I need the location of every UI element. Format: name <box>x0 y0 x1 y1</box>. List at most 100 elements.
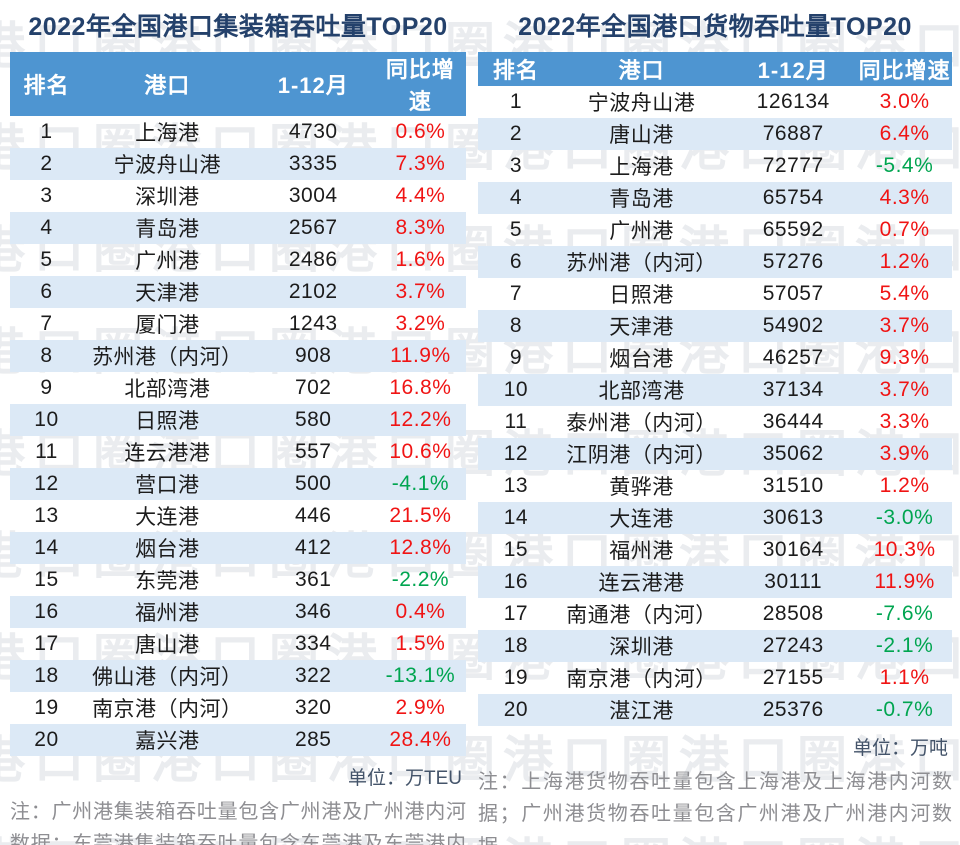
rank-cell: 12 <box>34 472 59 495</box>
growth-cell: 12.2% <box>389 408 452 431</box>
port-cell: 烟台港 <box>609 348 674 371</box>
table-row: 18 深圳港 27243 -2.1% <box>478 630 952 662</box>
rank-cell: 16 <box>34 600 59 623</box>
port-cell: 北部湾港 <box>124 378 211 401</box>
value-cell: 57057 <box>762 282 824 305</box>
value-cell: 76887 <box>762 122 824 145</box>
value-cell: 346 <box>294 600 332 623</box>
growth-cell: -2.1% <box>875 634 934 657</box>
value-cell: 557 <box>294 440 332 463</box>
growth-cell: 3.7% <box>879 314 930 337</box>
port-cell: 天津港 <box>609 316 674 339</box>
port-cell: 南通港（内河） <box>566 604 717 627</box>
port-cell: 北部湾港 <box>598 380 685 403</box>
table-row: 2 宁波舟山港 3335 7.3% <box>10 148 466 180</box>
rank-cell: 15 <box>34 568 59 591</box>
table-row: 7 厦门港 1243 3.2% <box>10 308 466 340</box>
value-cell: 3004 <box>288 184 338 207</box>
table-row: 8 苏州港（内河） 908 11.9% <box>10 340 466 372</box>
table-row: 3 上海港 72777 -5.4% <box>478 150 952 182</box>
value-cell: 334 <box>294 632 332 655</box>
growth-cell: 9.3% <box>879 346 930 369</box>
port-cell: 唐山港 <box>135 634 200 657</box>
rank-cell: 6 <box>509 250 522 273</box>
growth-cell: -5.4% <box>875 154 934 177</box>
rank-cell: 11 <box>35 440 58 463</box>
growth-column-header: 同比增速 <box>374 52 466 116</box>
port-cell: 南京港（内河） <box>92 698 243 721</box>
port-column-header: 港口 <box>82 52 252 116</box>
container-throughput-section: 2022年全国港口集装箱吞吐量TOP20 排名 港口 1-12月 同比增速 1 上… <box>10 6 466 845</box>
growth-cell: 10.6% <box>389 440 452 463</box>
port-cell: 苏州港（内河） <box>566 252 717 275</box>
growth-cell: 4.3% <box>879 186 930 209</box>
port-cell: 唐山港 <box>609 124 674 147</box>
value-column-header: 1-12月 <box>729 52 858 86</box>
rank-cell: 1 <box>509 90 522 113</box>
value-cell: 30164 <box>762 538 824 561</box>
rank-cell: 4 <box>509 186 522 209</box>
growth-cell: 8.3% <box>395 216 446 239</box>
port-cell: 泰州港（内河） <box>566 412 717 435</box>
rank-cell: 9 <box>509 346 522 369</box>
cargo-table-title: 2022年全国港口货物吞吐量TOP20 <box>518 13 912 41</box>
value-cell: 320 <box>294 696 332 719</box>
port-column-header: 港口 <box>553 52 730 86</box>
rank-column-header: 排名 <box>10 52 83 116</box>
rank-cell: 20 <box>34 728 59 751</box>
table-row: 11 泰州港（内河） 36444 3.3% <box>478 406 952 438</box>
container-table-body: 1 上海港 4730 0.6% 2 宁波舟山港 3335 7.3% 3 深圳港 3004 4.4% 4 青… <box>10 116 466 756</box>
port-cell: 福州港 <box>135 602 200 625</box>
cargo-throughput-table: 排名 港口 1-12月 同比增速 1 宁波舟山港 126134 3.0% 2 唐山港 768… <box>478 52 952 726</box>
growth-cell: 16.8% <box>389 376 452 399</box>
table-row: 10 北部湾港 37134 3.7% <box>478 374 952 406</box>
growth-cell: -13.1% <box>385 664 456 687</box>
port-cell: 上海港 <box>135 122 200 145</box>
rank-cell: 15 <box>503 538 529 561</box>
growth-cell: 1.2% <box>879 250 930 273</box>
value-cell: 500 <box>294 472 332 495</box>
table-row: 16 连云港港 30111 11.9% <box>478 566 952 598</box>
table-row: 20 湛江港 25376 -0.7% <box>478 694 952 726</box>
rank-cell: 16 <box>503 570 529 593</box>
value-column-header: 1-12月 <box>251 52 375 116</box>
port-cell: 营口港 <box>135 474 200 497</box>
port-cell: 大连港 <box>135 506 200 529</box>
growth-cell: 28.4% <box>389 728 452 751</box>
table-row: 9 北部湾港 702 16.8% <box>10 372 466 404</box>
growth-cell: -7.6% <box>875 602 934 625</box>
rank-cell: 4 <box>40 216 53 239</box>
rank-cell: 17 <box>34 632 59 655</box>
port-cell: 日照港 <box>609 284 674 307</box>
port-cell: 宁波舟山港 <box>113 154 222 177</box>
value-cell: 37134 <box>762 378 824 401</box>
port-cell: 青岛港 <box>135 218 200 241</box>
value-cell: 27155 <box>762 666 824 689</box>
table-row: 15 福州港 30164 10.3% <box>478 534 952 566</box>
value-cell: 2567 <box>288 216 338 239</box>
rank-cell: 3 <box>40 184 53 207</box>
table-row: 14 烟台港 412 12.8% <box>10 532 466 564</box>
growth-column-header: 同比增速 <box>857 52 952 86</box>
value-cell: 2486 <box>288 248 338 271</box>
table-row: 9 烟台港 46257 9.3% <box>478 342 952 374</box>
value-cell: 57276 <box>762 250 824 273</box>
value-cell: 27243 <box>762 634 824 657</box>
cargo-throughput-section: 2022年全国港口货物吞吐量TOP20 排名 港口 1-12月 同比增速 1 宁波… <box>478 6 952 845</box>
rank-cell: 17 <box>503 602 529 625</box>
growth-cell: -4.1% <box>391 472 450 495</box>
table-row: 18 佛山港（内河） 322 -13.1% <box>10 660 466 692</box>
rank-cell: 10 <box>34 408 59 431</box>
value-cell: 31510 <box>762 474 824 497</box>
rank-cell: 8 <box>40 344 53 367</box>
growth-cell: 0.7% <box>879 218 930 241</box>
rank-cell: 10 <box>503 378 529 401</box>
growth-cell: 21.5% <box>389 504 452 527</box>
value-cell: 126134 <box>756 90 830 113</box>
value-cell: 285 <box>294 728 332 751</box>
value-cell: 54902 <box>762 314 824 337</box>
table-row: 1 宁波舟山港 126134 3.0% <box>478 86 952 118</box>
growth-cell: 1.5% <box>395 632 446 655</box>
table-row: 5 广州港 65592 0.7% <box>478 214 952 246</box>
table-row: 2 唐山港 76887 6.4% <box>478 118 952 150</box>
